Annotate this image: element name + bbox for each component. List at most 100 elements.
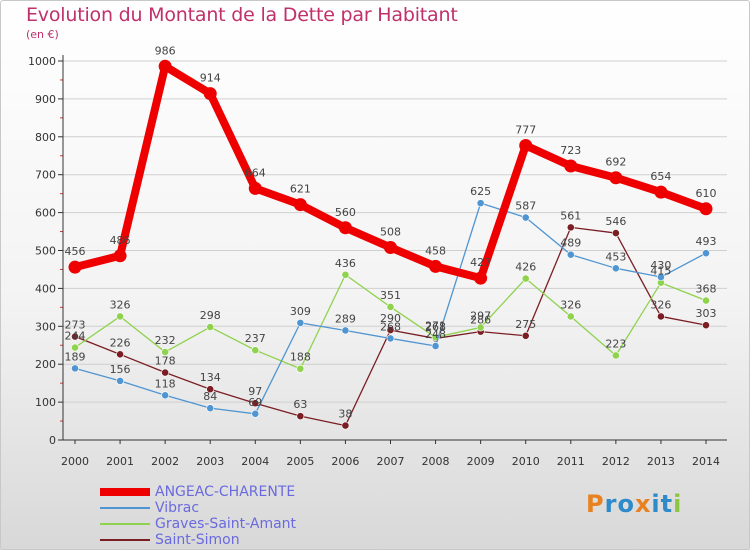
data-label: 654 (650, 170, 671, 183)
data-point (341, 326, 350, 335)
legend-label: Saint-Simon (155, 532, 240, 548)
data-label: 326 (110, 298, 131, 311)
data-label: 610 (696, 187, 717, 200)
data-label: 436 (335, 257, 356, 270)
data-point (341, 421, 350, 430)
x-tick-label: 2013 (647, 455, 675, 468)
data-label: 664 (245, 166, 266, 179)
data-label: 303 (696, 307, 717, 320)
data-point (702, 249, 710, 258)
logo-letter: i (651, 490, 661, 518)
y-tick-label: 200 (35, 358, 56, 371)
data-point (293, 198, 307, 212)
y-tick-label: 100 (35, 396, 56, 409)
data-label: 248 (425, 328, 446, 341)
data-label: 453 (605, 250, 626, 263)
data-point (341, 270, 350, 279)
data-point (699, 202, 713, 216)
data-label: 69 (248, 396, 262, 409)
data-label: 273 (65, 319, 86, 332)
legend-label: ANGEAC-CHARENTE (155, 484, 296, 500)
data-point (161, 368, 170, 377)
data-label: 546 (605, 215, 626, 228)
data-label: 268 (380, 320, 401, 333)
data-point (521, 274, 530, 283)
data-point (386, 334, 395, 343)
proxiti-logo: Proxiti (586, 490, 682, 518)
data-label: 286 (470, 314, 491, 327)
data-label: 188 (290, 351, 311, 364)
data-point (384, 240, 397, 254)
data-label: 298 (200, 309, 221, 322)
logo-letter: P (586, 490, 605, 518)
data-point (206, 323, 215, 331)
data-label: 561 (560, 209, 581, 222)
x-tick-label: 2011 (557, 455, 585, 468)
data-point (113, 249, 127, 263)
data-point (296, 364, 305, 373)
data-point (386, 326, 395, 334)
data-point (566, 223, 575, 232)
legend-swatch (100, 523, 150, 525)
data-label: 118 (155, 377, 176, 390)
data-point (248, 181, 262, 195)
data-label: 508 (380, 225, 401, 238)
data-label: 777 (515, 124, 536, 137)
y-tick-label: 300 (35, 320, 56, 333)
data-point (71, 343, 79, 352)
data-point (521, 213, 530, 222)
data-point (519, 139, 533, 153)
x-tick-label: 2001 (106, 455, 134, 468)
data-label: 309 (290, 305, 311, 318)
data-point (206, 385, 215, 394)
x-tick-label: 2002 (151, 455, 179, 468)
data-point (611, 351, 620, 360)
logo-letter: t (660, 490, 674, 518)
data-label: 189 (65, 350, 86, 363)
x-tick-label: 2009 (467, 455, 495, 468)
data-point (251, 346, 260, 355)
data-label: 63 (293, 398, 307, 411)
y-tick-label: 600 (35, 207, 56, 220)
data-point (206, 404, 215, 413)
data-label: 134 (200, 371, 221, 384)
y-tick-label: 400 (35, 282, 56, 295)
y-tick-label: 500 (35, 245, 56, 258)
data-label: 493 (696, 235, 717, 248)
data-label: 426 (515, 261, 536, 274)
data-point (251, 399, 260, 408)
logo-letter: r (604, 490, 618, 518)
data-label: 489 (560, 237, 581, 250)
data-point (251, 409, 260, 418)
data-point (654, 185, 668, 199)
data-label: 223 (605, 337, 626, 350)
data-point (566, 250, 575, 259)
data-label: 268 (425, 320, 446, 333)
data-label: 621 (290, 183, 311, 196)
x-tick-label: 2000 (61, 455, 89, 468)
data-point (203, 87, 217, 101)
data-point (116, 312, 124, 321)
data-label: 560 (335, 206, 356, 219)
y-tick-label: 1000 (28, 55, 56, 68)
data-point (476, 199, 485, 208)
data-point (566, 312, 575, 321)
data-point (116, 376, 124, 385)
y-tick-label: 700 (35, 169, 56, 182)
data-point (431, 342, 440, 350)
x-tick-label: 2006 (331, 455, 359, 468)
x-tick-label: 2007 (377, 455, 405, 468)
logo-letter: i (673, 490, 683, 518)
data-label: 232 (155, 334, 176, 347)
data-point (702, 296, 710, 305)
data-label: 456 (65, 245, 86, 258)
data-label: 97 (248, 385, 262, 398)
data-point (429, 259, 443, 273)
legend-swatch (100, 488, 150, 496)
data-label: 914 (200, 72, 221, 85)
data-point (476, 323, 485, 332)
data-point (521, 331, 530, 340)
data-label: 458 (425, 244, 446, 257)
data-point (386, 303, 395, 311)
